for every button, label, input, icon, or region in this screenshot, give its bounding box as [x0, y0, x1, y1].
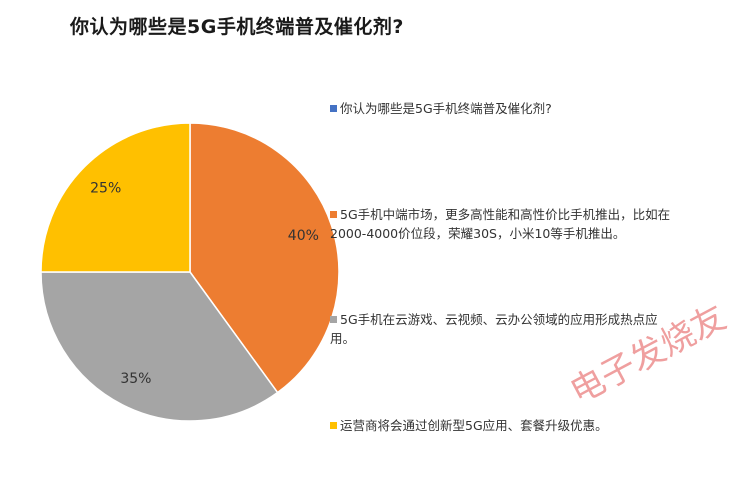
legend-swatch-2: [330, 316, 337, 323]
legend-label-3: 运营商将会通过创新型5G应用、套餐升级优惠。: [340, 418, 608, 433]
legend-item-3: 运营商将会通过创新型5G应用、套餐升级优惠。: [330, 416, 680, 435]
pie-label-3: 25%: [90, 181, 121, 197]
pie-label-2: 35%: [120, 371, 151, 387]
pie-slice-3: [40, 122, 191, 273]
legend-label-0: 你认为哪些是5G手机终端普及催化剂?: [340, 101, 552, 116]
chart-title: 你认为哪些是5G手机终端普及催化剂?: [70, 16, 404, 38]
legend-swatch-3: [330, 422, 337, 429]
pie-label-1: 40%: [288, 228, 319, 244]
legend-item-1: 5G手机中端市场，更多高性能和高性价比手机推出，比如在2000-4000价位段，…: [330, 205, 680, 243]
pie-slice-2: [40, 271, 279, 422]
pie-slice-1: [189, 122, 340, 394]
legend-swatch-1: [330, 211, 337, 218]
legend-item-2: 5G手机在云游戏、云视频、云办公领域的应用形成热点应用。: [330, 310, 680, 348]
legend-label-2: 5G手机在云游戏、云视频、云办公领域的应用形成热点应用。: [330, 312, 658, 346]
legend-swatch-0: [330, 105, 337, 112]
legend-item-0: 你认为哪些是5G手机终端普及催化剂?: [330, 99, 680, 118]
legend-label-1: 5G手机中端市场，更多高性能和高性价比手机推出，比如在2000-4000价位段，…: [330, 207, 671, 241]
